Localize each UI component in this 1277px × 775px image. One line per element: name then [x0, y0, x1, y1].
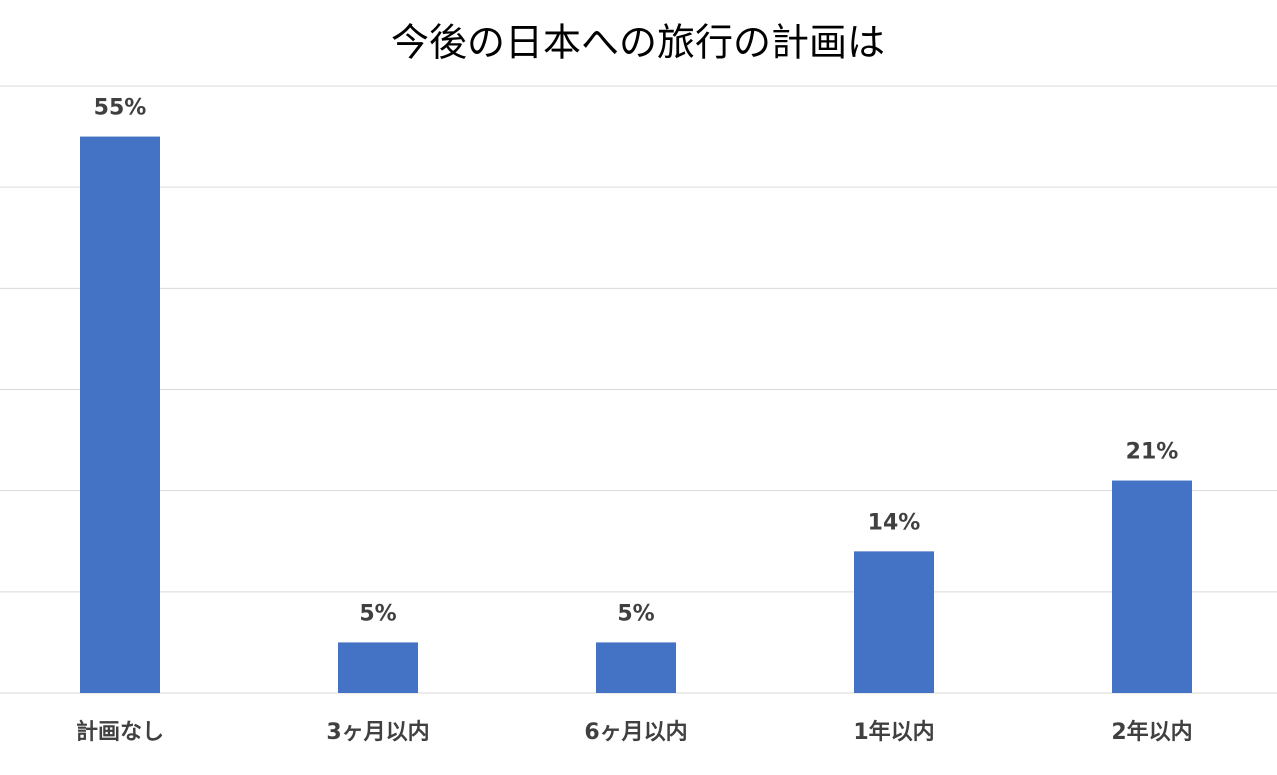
- chart-title: 今後の日本への旅行の計画は: [391, 21, 885, 65]
- value-label: 14%: [868, 510, 921, 535]
- value-label: 5%: [359, 601, 396, 626]
- x-tick-label: 3ヶ月以内: [326, 720, 429, 745]
- bar: [80, 136, 160, 694]
- bar: [1112, 480, 1192, 693]
- bar: [854, 551, 934, 693]
- bar: [338, 642, 418, 693]
- value-label: 21%: [1126, 440, 1179, 465]
- x-tick-label: 計画なし: [76, 719, 164, 745]
- x-tick-label: 2年以内: [1111, 719, 1192, 745]
- x-tick-label: 6ヶ月以内: [584, 720, 687, 745]
- bar: [596, 642, 676, 693]
- value-label: 55%: [94, 96, 147, 121]
- x-tick-label: 1年以内: [853, 719, 934, 745]
- value-label: 5%: [617, 601, 654, 626]
